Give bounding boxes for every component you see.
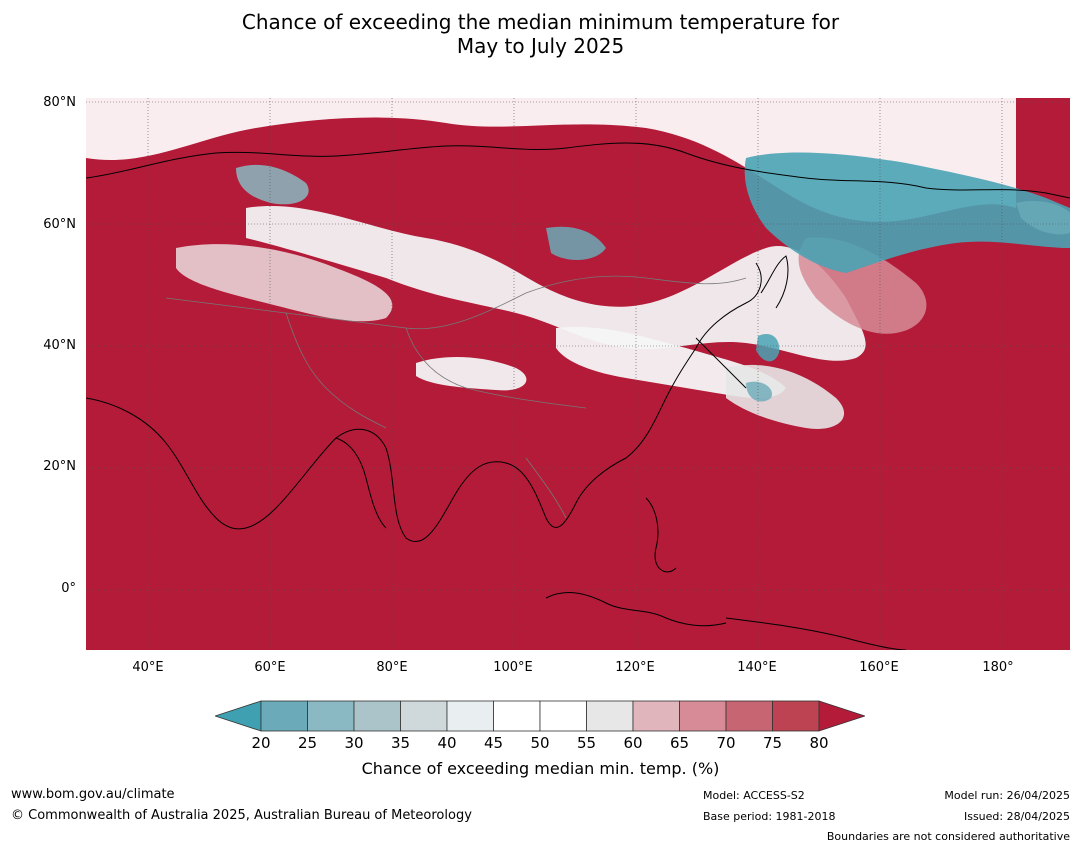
footer-disclaimer: Boundaries are not considered authoritat… xyxy=(826,830,1070,843)
colorbar-segment xyxy=(539,700,587,732)
lat-label-0: 0° xyxy=(61,581,76,596)
colorbar-tick-label: 50 xyxy=(530,734,550,752)
region-neutral-centralasia xyxy=(176,244,393,322)
colorbar-tick-label: 55 xyxy=(576,734,597,752)
colorbar-extend-low xyxy=(215,700,262,732)
colorbar-tick-label: 25 xyxy=(297,734,318,752)
region-neutral-tibet xyxy=(416,356,527,391)
colorbar-tick-label: 65 xyxy=(669,734,690,752)
lon-label-60e: 60°E xyxy=(254,660,286,675)
lon-label-100e: 100°E xyxy=(493,660,533,675)
forecast-map xyxy=(86,98,1070,650)
title-line-2: May to July 2025 xyxy=(456,34,625,58)
region-teal-japan xyxy=(756,333,780,362)
graticule xyxy=(86,98,1070,650)
colorbar xyxy=(215,700,865,732)
title-line-1: Chance of exceeding the median minimum t… xyxy=(241,10,840,34)
lat-label-40n: 40°N xyxy=(43,338,76,353)
region-teal-lake xyxy=(546,226,606,260)
lat-label-20n: 20°N xyxy=(43,459,76,474)
lon-label-40e: 40°E xyxy=(132,660,164,675)
region-neutral-siberia xyxy=(246,205,866,361)
footer-model-run: Model run: 26/04/2025 xyxy=(944,789,1070,802)
colorbar-segment xyxy=(353,700,401,732)
country-boundaries xyxy=(165,275,747,519)
footer-copyright: © Commonwealth of Australia 2025, Austra… xyxy=(11,808,472,823)
colorbar-segment xyxy=(679,700,727,732)
region-teal-eastsiberia xyxy=(744,152,1070,273)
lat-label-60n: 60°N xyxy=(43,217,76,232)
colorbar-label: Chance of exceeding median min. temp. (%… xyxy=(361,759,720,778)
colorbar-segment xyxy=(772,700,820,732)
colorbar-tick-label: 75 xyxy=(762,734,783,752)
lon-label-120e: 120°E xyxy=(615,660,655,675)
colorbar-segment xyxy=(260,700,308,732)
region-neutral-pacific xyxy=(726,364,845,429)
colorbar-segment xyxy=(586,700,634,732)
colorbar-segment xyxy=(493,700,541,732)
lon-label-160e: 160°E xyxy=(859,660,899,675)
lat-label-80n: 80°N xyxy=(43,95,76,110)
footer-model: Model: ACCESS-S2 xyxy=(703,789,805,802)
footer-website: www.bom.gov.au/climate xyxy=(11,787,175,802)
colorbar-segment xyxy=(307,700,355,732)
colorbar-tick-label: 80 xyxy=(809,734,829,752)
region-teal-westsib xyxy=(236,164,309,205)
colorbar-tick-label: 40 xyxy=(437,734,457,752)
colorbar-tick-label: 20 xyxy=(251,734,271,752)
colorbar-segment xyxy=(446,700,494,732)
colorbar-tick-label: 70 xyxy=(716,734,736,752)
lon-label-80e: 80°E xyxy=(376,660,408,675)
region-teal-pacific-spot xyxy=(746,381,772,402)
footer-base-period: Base period: 1981-2018 xyxy=(703,810,836,823)
colorbar-extend-high xyxy=(818,700,865,732)
lon-label-140e: 140°E xyxy=(737,660,777,675)
colorbar-tick-label: 35 xyxy=(390,734,411,752)
colorbar-tick-label: 60 xyxy=(623,734,643,752)
colorbar-segment xyxy=(632,700,680,732)
footer-issued: Issued: 28/04/2025 xyxy=(963,810,1070,823)
region-teal-kamchatka xyxy=(1016,201,1070,235)
colorbar-tick-label: 30 xyxy=(344,734,364,752)
lon-label-180: 180° xyxy=(982,660,1014,675)
map-svg xyxy=(86,98,1070,650)
colorbar-segment xyxy=(725,700,773,732)
colorbar-segment xyxy=(400,700,448,732)
coastlines xyxy=(86,142,1070,650)
map-title: Chance of exceeding the median minimum t… xyxy=(0,10,1081,58)
colorbar-tick-label: 45 xyxy=(483,734,504,752)
